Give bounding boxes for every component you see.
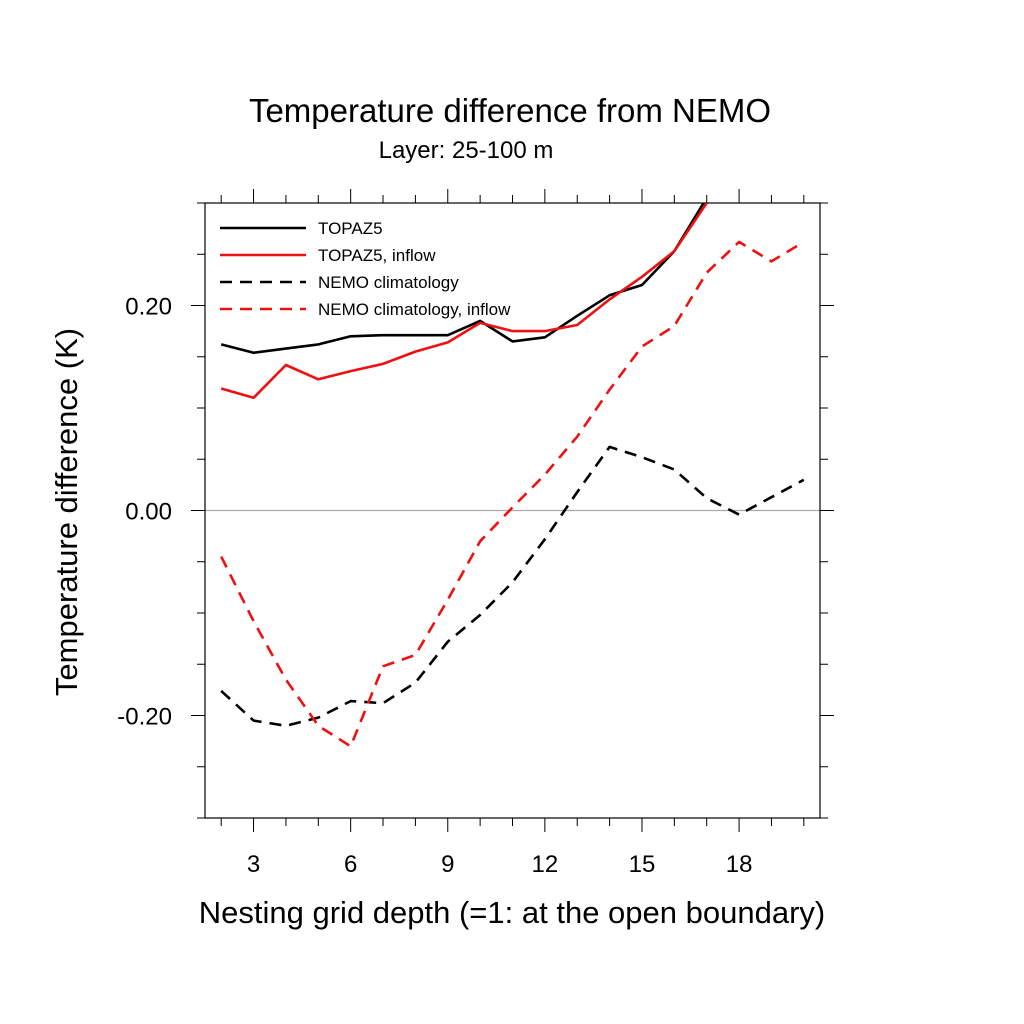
chart-subtitle: Layer: 25-100 m bbox=[379, 137, 554, 164]
legend-label-1: TOPAZ5 bbox=[318, 219, 383, 238]
series-line-3 bbox=[220, 445, 805, 728]
series-line-4 bbox=[220, 240, 805, 748]
x-tick-label: 12 bbox=[532, 851, 559, 878]
legend-label-4: NEMO climatology, inflow bbox=[318, 300, 511, 319]
legend-label-3: NEMO climatology bbox=[318, 273, 459, 292]
series-line-2 bbox=[220, 203, 708, 400]
x-tick-label: 15 bbox=[629, 851, 656, 878]
x-tick-label: 9 bbox=[441, 851, 454, 878]
y-tick-label: -0.20 bbox=[117, 704, 172, 731]
chart-title: Temperature difference from NEMO bbox=[249, 92, 771, 129]
x-tick-label: 3 bbox=[247, 851, 260, 878]
legend-label-2: TOPAZ5, inflow bbox=[318, 246, 436, 265]
plot-area: 3 6 9 12 15 18 -0.20 0.00 0.20 TOPAZ5 TOPAZ5, infl… bbox=[117, 189, 834, 878]
x-axis-label: Nesting grid depth (=1: at the open boun… bbox=[199, 895, 825, 930]
y-tick-label: 0.00 bbox=[125, 499, 172, 526]
y-tick-label: 0.20 bbox=[125, 294, 172, 321]
series-line-1 bbox=[220, 203, 706, 354]
x-tick-label: 6 bbox=[344, 851, 357, 878]
x-tick-label: 18 bbox=[726, 851, 753, 878]
y-axis-label: Temperature difference (K) bbox=[49, 328, 84, 696]
